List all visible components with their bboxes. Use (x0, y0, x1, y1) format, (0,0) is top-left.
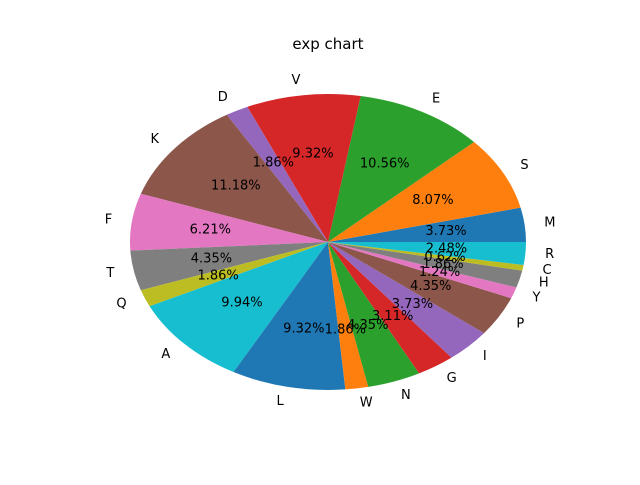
percent-label-W: 1.86% (325, 322, 366, 337)
pie-slice-M (328, 207, 526, 242)
category-label-Y: Y (532, 290, 541, 305)
category-label-Q: Q (116, 296, 126, 311)
category-label-V: V (292, 73, 301, 88)
category-label-E: E (432, 91, 440, 106)
pie-slice-C (328, 242, 524, 271)
pie-slice-Q (140, 242, 328, 307)
chart-title: exp chart (292, 35, 363, 53)
percent-label-Y: 1.24% (419, 265, 460, 280)
percent-label-V: 9.32% (292, 146, 333, 161)
category-label-G: G (447, 371, 457, 386)
percent-label-M: 3.73% (425, 224, 466, 239)
pie-slice-D (226, 106, 328, 242)
category-label-T: T (105, 266, 114, 281)
percent-label-E: 10.56% (360, 156, 410, 171)
pie-slice-T (130, 242, 328, 291)
pie-slice-W (328, 242, 369, 390)
percent-label-N: 4.35% (347, 318, 388, 333)
category-label-M: M (544, 215, 555, 230)
category-label-L: L (276, 394, 284, 409)
pie-slice-S (328, 142, 521, 242)
percent-label-R: 2.48% (426, 241, 467, 256)
percent-label-Q: 1.86% (197, 268, 238, 283)
percent-label-L: 9.32% (283, 321, 324, 336)
pie-slices (130, 93, 526, 391)
pie-slice-A (149, 242, 328, 373)
pie-slice-P (328, 242, 512, 334)
category-label-A: A (161, 347, 170, 362)
percent-label-P: 4.35% (410, 279, 451, 294)
pie-slice-Y (328, 242, 517, 299)
percent-label-S: 8.07% (412, 193, 453, 208)
pie-slice-E (328, 96, 475, 242)
category-label-P: P (516, 316, 524, 331)
category-label-I: I (483, 349, 487, 364)
category-label-K: K (151, 132, 160, 147)
percent-labels: 3.73%8.07%10.56%9.32%1.86%11.18%6.21%4.3… (190, 146, 467, 337)
percent-label-A: 9.94% (221, 296, 262, 311)
pie-slice-L (233, 242, 346, 391)
pie-slice-N (328, 242, 420, 387)
pie-slice-I (328, 242, 485, 358)
pie-slice-K (140, 114, 328, 242)
percent-label-H: 1.86% (422, 257, 463, 272)
pie-slice-R (328, 242, 526, 265)
pie-slice-V (247, 93, 361, 243)
percent-label-I: 3.73% (392, 297, 433, 312)
category-label-N: N (401, 388, 411, 403)
category-label-F: F (105, 212, 112, 227)
category-label-R: R (545, 247, 554, 262)
percent-label-T: 4.35% (191, 252, 232, 267)
pie-slice-F (130, 193, 328, 251)
percent-label-C: 0.62% (424, 250, 465, 265)
category-label-C: C (542, 263, 551, 278)
percent-label-G: 3.11% (372, 309, 413, 324)
percent-label-K: 11.18% (211, 178, 261, 193)
category-label-S: S (520, 158, 528, 173)
category-label-H: H (539, 275, 549, 290)
percent-label-F: 6.21% (190, 222, 231, 237)
pie-slice-H (328, 242, 523, 288)
category-label-W: W (360, 396, 373, 411)
pie-slice-G (328, 242, 452, 374)
percent-label-D: 1.86% (253, 156, 294, 171)
category-label-D: D (218, 90, 228, 105)
